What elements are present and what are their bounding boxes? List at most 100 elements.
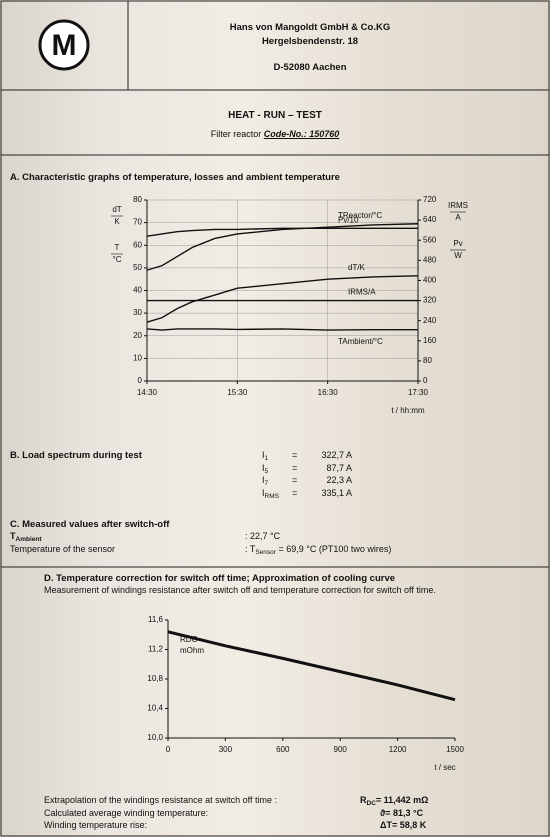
section-subtitle: Measurement of windings resistance after… — [44, 585, 436, 595]
result-value: ΔT= 58,8 K — [380, 820, 426, 831]
value: = 11,442 mΩ — [375, 795, 429, 805]
x-tick-label: 14:30 — [137, 388, 158, 397]
y2-tick-label: 480 — [423, 255, 437, 264]
subscript: RMS — [264, 492, 279, 500]
series-label: IRMS/A — [348, 288, 376, 297]
x-axis-label: t / sec — [434, 763, 455, 772]
y-tick-label: 11,6 — [148, 615, 164, 624]
series-line — [146, 328, 418, 331]
y-tick-label: 20 — [133, 331, 142, 340]
prefix: : T — [245, 544, 256, 554]
equals: = — [292, 462, 298, 473]
y-tick-label: 11,2 — [148, 645, 164, 654]
current-value: 22,3 A — [326, 475, 352, 485]
y2-tick-label: 720 — [423, 195, 437, 204]
series-label: dT/K — [348, 263, 366, 272]
current-label: I5 — [262, 463, 268, 477]
sensor-label: Temperature of the sensor — [10, 544, 116, 554]
series-line — [146, 275, 419, 323]
subscript: Ambient — [15, 536, 42, 543]
result-label: Extrapolation of the windings resistance… — [44, 795, 277, 805]
y2-tick-label: 320 — [423, 296, 437, 305]
current-label: I7 — [262, 475, 268, 489]
code: Code-No.: 150760 — [263, 129, 340, 139]
y-tick-label: 10,8 — [147, 674, 163, 683]
x-tick-label: 600 — [276, 745, 290, 754]
title: HEAT - RUN – TEST — [228, 110, 322, 121]
section-heading: D. Temperature correction for switch off… — [44, 573, 396, 584]
y2-label: A — [455, 213, 461, 222]
x-tick-label: 15:30 — [227, 388, 248, 397]
current-value: 322,7 A — [321, 450, 352, 460]
y-tick-label: 50 — [133, 263, 142, 272]
symbol: R — [360, 795, 367, 805]
subscript: 5 — [264, 467, 269, 475]
y-tick-label: 60 — [133, 240, 142, 249]
section-heading: B. Load spectrum during test — [10, 450, 142, 461]
y-tick-label: 80 — [133, 195, 142, 204]
y2-tick-label: 80 — [423, 356, 432, 365]
series-line — [146, 227, 418, 237]
x-tick-label: 1200 — [389, 745, 407, 754]
result-value: RDC= 11,442 mΩ — [360, 795, 428, 809]
current-value: 87,7 A — [326, 462, 352, 473]
y-label: mOhm — [180, 646, 204, 655]
y-tick-label: 70 — [133, 218, 142, 227]
city: D-52080 Aachen — [273, 62, 347, 73]
y-label: K — [114, 217, 120, 226]
value: = 81,3 °C — [385, 807, 424, 818]
x-tick-label: 16:30 — [318, 388, 339, 397]
subscript: 7 — [264, 480, 269, 487]
street: Hergelsbendenstr. 18 — [261, 36, 359, 47]
logo — [38, 19, 90, 71]
result-label: Winding temperature rise: — [44, 820, 148, 830]
y2-label: IRMS — [448, 201, 468, 210]
result-label: Calculated average winding temperature: — [44, 807, 209, 818]
section-heading: A. Characteristic graphs of temperature,… — [10, 172, 340, 183]
x-tick-label: 300 — [219, 745, 233, 754]
y-label: dT — [112, 205, 121, 214]
logo-letter: M — [52, 29, 77, 62]
y2-tick-label: 160 — [423, 336, 437, 345]
symbol: ΔT — [380, 820, 392, 830]
subtitle: Filter reactor Code-No.: 150760 — [211, 129, 340, 140]
symbol: T — [10, 531, 16, 541]
y-tick-label: 40 — [133, 286, 142, 295]
y-tick-label: 10,4 — [147, 704, 163, 713]
y2-tick-label: 560 — [423, 235, 437, 244]
subscript: Sensor — [255, 549, 276, 556]
equals: = — [292, 475, 298, 485]
current-label: IRMS — [262, 488, 279, 502]
x-axis-label: t / hh:mm — [391, 406, 425, 415]
section-heading: C. Measured values after switch-off — [10, 519, 170, 530]
x-tick-label: 900 — [334, 745, 348, 754]
subscript: 1 — [264, 455, 269, 462]
y2-tick-label: 0 — [423, 376, 428, 385]
y2-tick-label: 240 — [423, 316, 437, 325]
y-label: °C — [113, 255, 122, 264]
sensor-value: : TSensor = 69,9 °C (PT100 two wires) — [245, 544, 391, 558]
y2-tick-label: 640 — [423, 215, 437, 224]
result-value: ϑ= 81,3 °C — [380, 808, 423, 819]
series-line — [167, 630, 456, 702]
symbol: I — [262, 450, 265, 460]
ambient-value: : 22,7 °C — [245, 531, 281, 541]
series-label: TAmbient/°C — [338, 337, 383, 346]
x-tick-label: 0 — [166, 745, 171, 754]
equals: = — [292, 487, 298, 498]
y-label: RDC — [180, 635, 198, 644]
y-tick-label: 10,0 — [147, 733, 163, 742]
symbol: I — [262, 487, 265, 498]
series-line — [146, 223, 419, 271]
equals: = — [292, 450, 298, 460]
current-label: I1 — [262, 450, 268, 464]
y-tick-label: 10 — [133, 353, 142, 362]
company: Hans von Mangoldt GmbH & Co.KG — [229, 22, 391, 33]
x-tick-label: 1500 — [446, 745, 464, 754]
subtitle-prefix: Filter reactor — [210, 129, 262, 139]
y-tick-label: 0 — [138, 376, 143, 385]
y-label: T — [115, 243, 120, 252]
